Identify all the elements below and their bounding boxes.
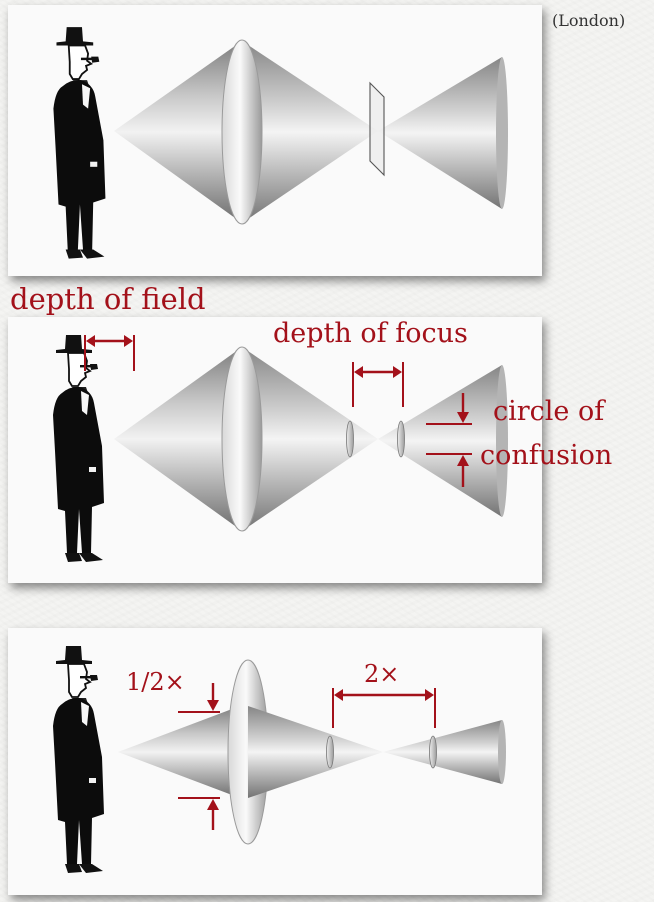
panel-depth-of-field [8,317,542,583]
image-plane [369,81,385,177]
diverging-light-cone [383,720,502,784]
double-arrowhead-right [425,689,434,701]
incoming-light-cone [118,706,240,798]
panel-focused-image [8,5,542,276]
blur-disk-front [346,420,354,458]
man-figure [52,334,105,563]
blur-disk-back [429,735,437,769]
focus-diagram [52,26,508,260]
double-arrowhead-left [334,689,343,701]
aperture-diagram [52,645,506,874]
lens [221,346,263,532]
dof-arrowhead-right [124,335,133,347]
dofocus-arrowhead-left [354,366,363,378]
cone-end-cap [496,57,508,209]
depth-of-field-label: depth of field [10,282,206,316]
incoming-light-cone [114,347,242,531]
coc-arrowhead-down [457,412,469,423]
cone-end-cap [498,720,506,784]
incoming-light-cone [114,41,242,223]
depth-diagram [52,334,508,563]
aperture-arrowhead-up [207,799,219,810]
blur-disk-front [326,735,334,769]
circle-of-label: circle of [493,396,605,427]
coc-arrowhead-up [457,455,469,466]
cone-end-cap [496,365,508,517]
dofocus-arrowhead-right [393,366,402,378]
diverging-light-cone [378,57,502,209]
dof-arrowhead-left [86,335,95,347]
aperture-arrowhead-down [207,700,219,711]
converging-light-cone [248,706,383,798]
panel-aperture [8,628,542,895]
converging-light-cone [242,347,378,531]
depth-of-focus-label: depth of focus [273,318,468,349]
man-figure [52,645,105,874]
man-figure [52,26,107,260]
half-aperture-label: 1/2× [126,668,185,696]
converging-light-cone [242,41,378,223]
double-label: 2× [364,660,400,688]
diverging-light-cone [378,365,502,517]
credit-text: (London) [552,11,626,30]
confusion-label: confusion [480,440,613,471]
lens [221,39,263,225]
blur-disk-back [397,420,405,458]
